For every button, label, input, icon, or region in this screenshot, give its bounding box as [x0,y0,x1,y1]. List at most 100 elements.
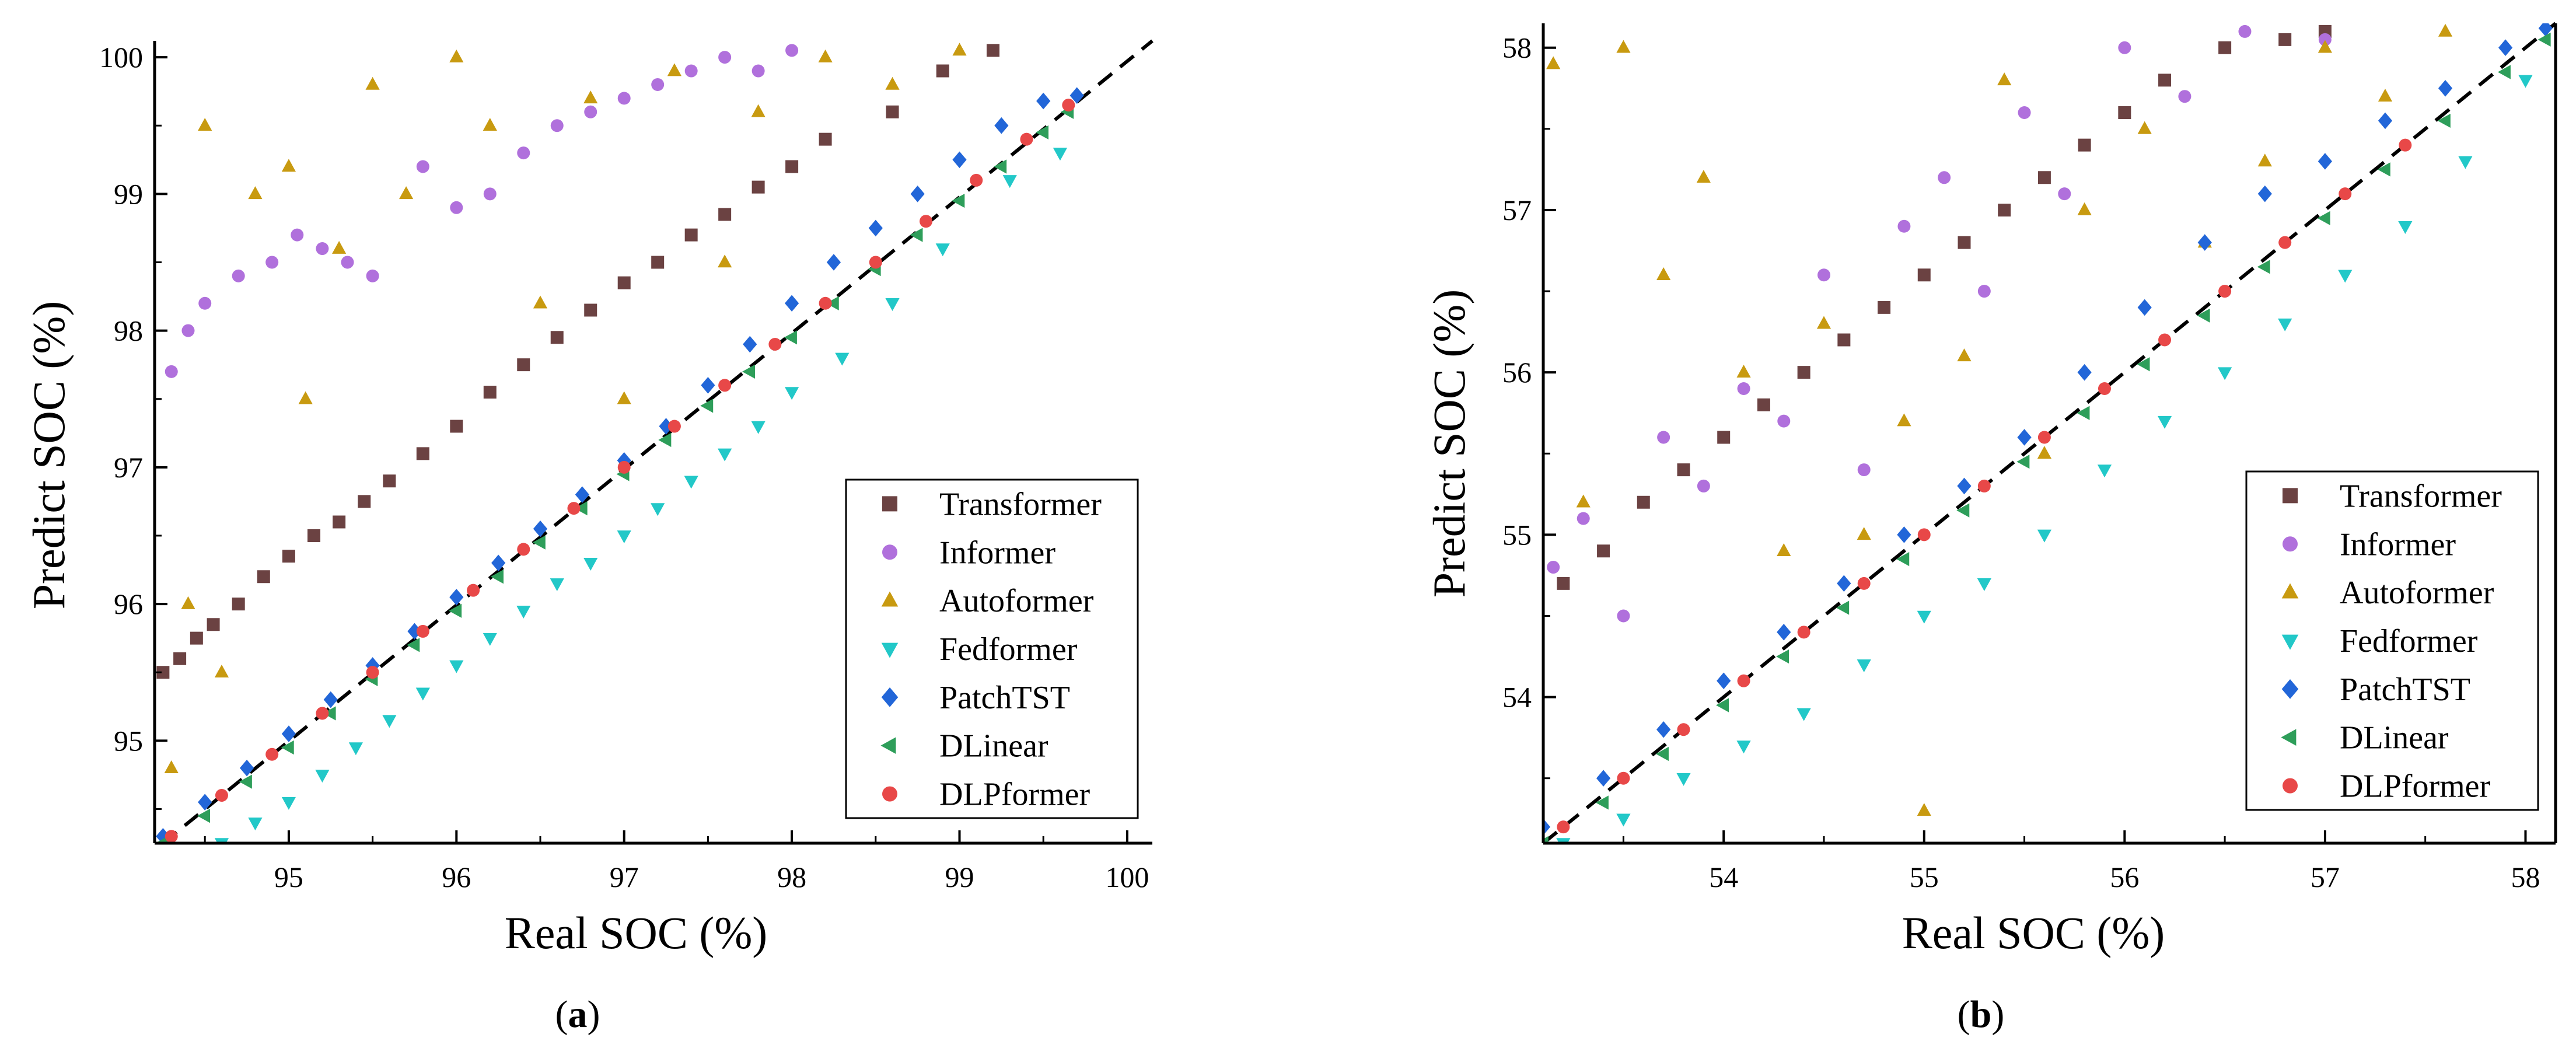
panel-a-point-autoformer [248,186,263,200]
panel-b-point-autoformer [1816,316,1831,329]
panel-a-point-informer [450,201,463,214]
panel-a-point-transformer [517,358,530,372]
panel-a-legend-marker-patchtst [881,687,899,707]
panel-a-y-tick-label: 96 [114,588,143,620]
panel-a-point-patchtst [323,691,338,708]
panel-b-point-patchtst [1543,818,1551,836]
panel-a-point-autoformer [885,76,900,90]
panel-b-point-transformer [1757,398,1770,411]
panel-a-point-patchtst [994,117,1009,134]
panel-a-point-fedformer [751,421,766,434]
panel-a-point-informer [483,187,497,201]
panel-a-point-patchtst [952,151,967,169]
panel-b-legend-marker-transformer [2283,488,2298,504]
panel-a-label: (a) [555,993,600,1036]
panel-a-legend-label-transformer: Transformer [939,486,1102,522]
panel-b-point-transformer [2158,74,2172,87]
panel-b-point-dlpformer [1797,626,1810,639]
panel-b-legend-label-patchtst: PatchTST [2340,672,2470,708]
panel-a-point-patchtst [1036,92,1051,110]
panel-a-point-informer [165,365,178,378]
panel-a-point-autoformer [449,49,464,62]
panel-b-point-autoformer [1546,56,1561,69]
panel-a-point-autoformer [818,49,833,62]
panel-a-reference-line [162,39,1154,845]
panel-a-point-autoformer [214,664,229,677]
panel-a-point-transformer [886,105,899,118]
panel-a-point-dlpformer [215,789,228,802]
panel-b-series-patchtst [1543,23,2553,836]
panel-a-point-fedformer [617,530,631,544]
panel-b-point-dlpformer [1977,479,1991,492]
panel-a-point-transformer [651,256,665,269]
panel-b-point-autoformer [1917,803,1931,816]
panel-a-point-informer [291,228,304,242]
panel-b-point-patchtst [1717,672,1731,690]
panel-b-point-informer [1817,268,1830,282]
panel-a-point-patchtst [491,554,506,572]
panel-b-point-patchtst [1837,575,1851,592]
panel-a-point-dlpformer [768,338,782,351]
panel-b-point-dlinear [1655,746,1669,761]
panel-b-x-axis-label: Real SOC (%) [1902,907,2165,958]
panel-b-point-transformer [1837,333,1851,347]
panel-b-point-transformer [1797,366,1810,379]
panel-b-point-informer [1777,414,1791,428]
panel-a-point-informer [181,324,195,337]
panel-a-point-fedformer [885,298,900,311]
panel-b-identity-line [1542,22,2557,845]
panel-b-point-dlpformer [2278,236,2292,249]
panel-b-point-dlinear [2377,162,2390,177]
panel-a-point-transformer [358,495,371,508]
panel-b-point-informer [1617,609,1630,623]
panel-a-legend-marker-autoformer [881,591,899,607]
panel-b-point-autoformer [1997,72,2012,86]
panel-b-point-dlpformer [2399,138,2412,152]
panel-a-point-fedformer [248,818,263,831]
panel-a-label-letter: a [568,993,588,1036]
panel-a-point-transformer [173,652,187,665]
panel-b-point-dlpformer [2339,187,2352,201]
panel-b-point-transformer [1557,577,1570,590]
panel-a-point-fedformer [935,243,950,257]
panel-b-point-fedformer [1857,659,1871,673]
panel-b-point-dlinear [2197,308,2210,323]
panel-a-point-dlpformer [366,666,379,679]
panel-b-point-dlinear [1896,552,1910,567]
panel-a-point-autoformer [399,186,414,200]
panel-b-point-informer [1737,382,1750,395]
panel-a-point-transformer [450,420,463,433]
panel-b-point-autoformer [2137,121,2152,134]
panel-a-point-informer [684,64,698,78]
panel-a-point-dlpformer [316,707,329,720]
panel-b-y-tick-label: 54 [1502,681,1532,714]
panel-a-point-informer [416,160,429,173]
panel-a-y-tick-label: 95 [114,724,143,757]
panel-a-point-patchtst [826,254,841,271]
panel-a-point-fedformer [516,605,531,619]
panel-a-legend-marker-fedformer [881,642,899,658]
panel-a-point-transformer [584,303,597,317]
panel-a-legend-marker-informer [882,544,897,560]
panel-a-point-autoformer [583,90,598,104]
panel-b-point-dlinear [1836,600,1850,615]
panel-a-point-autoformer [164,760,179,773]
panel-a-point-informer [265,256,279,269]
panel-b-point-fedformer [1736,740,1751,754]
panel-a-series-informer [165,44,799,378]
panel-a-point-informer [584,105,597,118]
panel-a-point-patchtst [910,186,925,202]
panel-a-point-informer [316,242,329,256]
panel-b-point-transformer [1597,544,1610,558]
panel-a-identity-line [162,39,1154,845]
panel-b-point-informer [1697,479,1710,492]
panel-b-legend-label-informer: Informer [2340,526,2456,563]
panel-b-y-axis-label: Predict SOC (%) [1424,289,1474,598]
panel-b-point-autoformer [1696,170,1711,183]
panel-a-point-dlpformer [265,747,279,761]
panel-b-y-tick-label: 55 [1502,518,1532,551]
panel-a-point-dlinear [700,399,714,413]
panel-b-point-dlinear [1716,698,1729,712]
panel-a-point-autoformer [751,104,766,117]
